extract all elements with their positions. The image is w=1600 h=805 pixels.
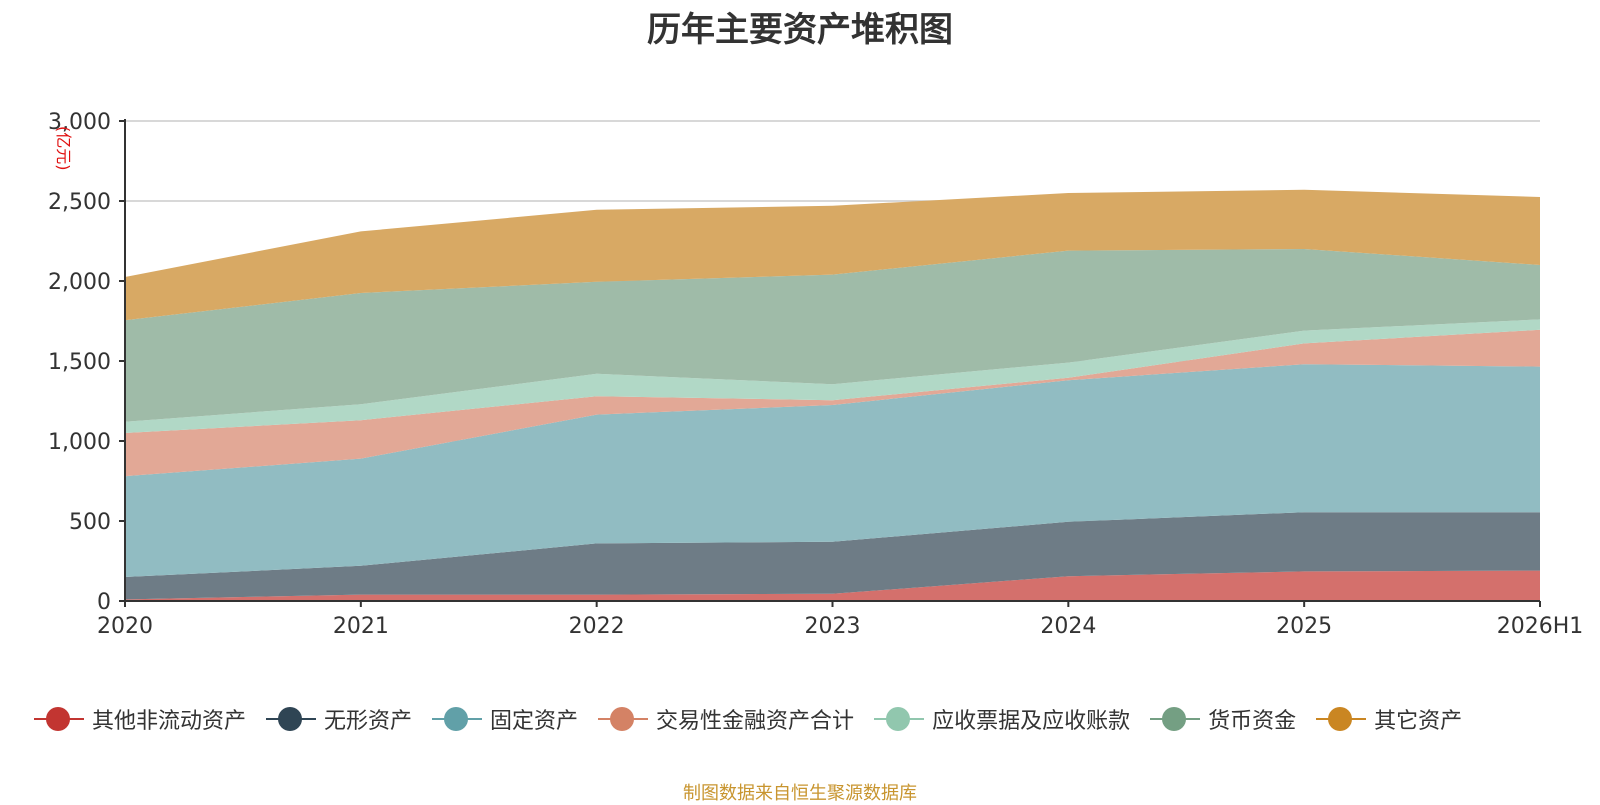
- legend-label: 交易性金融资产合计: [656, 709, 855, 734]
- area-series-1: [125, 512, 1540, 600]
- area-series-6: [125, 189, 1540, 321]
- y-axis-ticks: 0 500 1,000 1,500 2,000 2,500 3,000: [48, 110, 125, 615]
- legend-item-4[interactable]: 应收票据及应收账款: [874, 703, 1130, 735]
- x-tick-label: 2023: [805, 614, 861, 639]
- legend-label: 应收票据及应收账款: [932, 709, 1131, 734]
- source-note: 制图数据来自恒生聚源数据库: [683, 783, 917, 804]
- legend-marker-icon: [1316, 706, 1367, 732]
- area-series-0: [125, 570, 1540, 601]
- y-tick-label: 1,000: [48, 430, 111, 455]
- area-series-2: [125, 364, 1540, 577]
- legend: 其他非流动资产 无形资产 固定资产 交易性金融资产合计 应收票据及应收账款 货币资金 其它资…: [34, 704, 1462, 734]
- legend-item-3[interactable]: 交易性金融资产合计: [598, 703, 854, 735]
- y-axis-unit-label: (亿元): [54, 126, 73, 171]
- x-tick-label: 2022: [569, 614, 625, 639]
- legend-item-0[interactable]: 其他非流动资产: [34, 703, 246, 735]
- chart-title: 历年主要资产堆积图: [647, 10, 953, 50]
- legend-item-2[interactable]: 固定资产: [432, 703, 578, 735]
- area-series-5: [125, 249, 1540, 422]
- area-series: [125, 189, 1540, 601]
- legend-marker-icon: [598, 706, 649, 732]
- legend-marker-icon: [1150, 706, 1201, 732]
- y-tick-label: 1,500: [48, 350, 111, 375]
- legend-label: 无形资产: [324, 709, 413, 734]
- y-tick-label: 500: [69, 510, 111, 535]
- legend-label: 固定资产: [490, 709, 579, 734]
- legend-marker-icon: [34, 706, 84, 732]
- area-series-4: [125, 319, 1540, 433]
- x-tick-label: 2025: [1276, 614, 1332, 639]
- x-tick-label: 2024: [1040, 614, 1096, 639]
- x-tick-label: 2021: [333, 614, 389, 639]
- legend-item-5[interactable]: 货币资金: [1150, 703, 1296, 735]
- legend-label: 其它资产: [1374, 709, 1463, 734]
- legend-item-1[interactable]: 无形资产: [266, 703, 412, 735]
- y-tick-label: 3,000: [48, 110, 111, 135]
- y-tick-label: 0: [97, 590, 111, 615]
- y-tick-label: 2,500: [48, 190, 111, 215]
- legend-marker-icon: [432, 706, 483, 732]
- legend-label: 其他非流动资产: [92, 709, 247, 734]
- legend-label: 货币资金: [1208, 709, 1297, 734]
- x-tick-label: 2026H1: [1497, 614, 1584, 639]
- area-series-3: [125, 329, 1540, 477]
- legend-marker-icon: [874, 706, 925, 732]
- x-tick-label: 2020: [97, 614, 153, 639]
- legend-item-6[interactable]: 其它资产: [1316, 703, 1462, 735]
- y-tick-label: 2,000: [48, 270, 111, 295]
- x-axis-ticks: 2020 2021 2022 2023 2024 2025 2026H1: [97, 601, 1583, 639]
- legend-marker-icon: [266, 706, 317, 732]
